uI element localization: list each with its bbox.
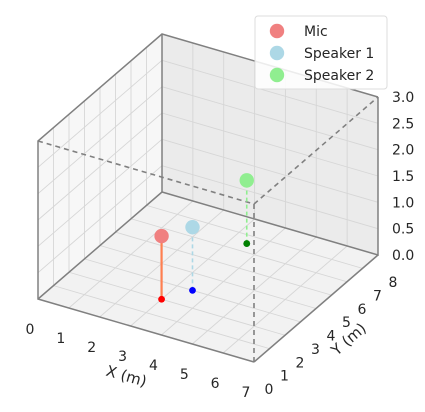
legend-label-2: Speaker 2 (304, 68, 374, 84)
grid-line (37, 138, 163, 247)
frame-edge (37, 97, 379, 300)
grid-line (161, 112, 379, 177)
y-tick-label: 2 (296, 355, 305, 371)
x-tick-label: 6 (211, 376, 220, 392)
grid-line (130, 218, 348, 283)
x-tick-label: 5 (180, 367, 189, 383)
base-point-2 (243, 240, 251, 247)
grid-line (37, 112, 163, 221)
legend-marker-2 (269, 67, 285, 83)
z-tick-label: 1.5 (392, 169, 414, 185)
x-tick-label: 4 (149, 358, 158, 374)
legend-label-1: Speaker 1 (304, 46, 374, 62)
legend-marker-0 (269, 23, 285, 39)
y-tick-label: 3 (311, 342, 320, 358)
legend-marker-1 (269, 45, 285, 61)
base-point-1 (189, 286, 196, 294)
grid-line (68, 271, 286, 336)
grid-line (146, 204, 363, 269)
base-point-0 (158, 295, 165, 303)
legend: Mic Speaker 1 Speaker 2 (254, 15, 388, 90)
z-tick-label: 2.0 (392, 143, 414, 159)
y-tick-label: 4 (327, 329, 336, 345)
grid-line (53, 285, 270, 350)
x-tick-label: 0 (26, 322, 35, 338)
y-tick-label: 5 (342, 315, 351, 331)
data-point-0 (154, 228, 169, 244)
data-point-1 (185, 219, 200, 235)
grid-line (115, 231, 332, 296)
x-tick-label: 1 (56, 331, 65, 347)
grid-line (161, 165, 379, 230)
grid-line (37, 86, 163, 195)
room-edge (253, 96, 379, 205)
grid-line (161, 59, 379, 124)
data-point-2 (239, 173, 254, 188)
grid-line (99, 245, 317, 309)
z-tick-label: 1.0 (392, 195, 414, 211)
room-edge (37, 140, 255, 205)
x-axis-label: X (m) (104, 362, 149, 391)
room-outline (37, 96, 379, 362)
y-tick-label: 6 (358, 302, 367, 318)
grid-line (161, 138, 379, 203)
grid-line (161, 86, 379, 151)
frame-edge (253, 254, 379, 363)
y-tick-label: 8 (389, 275, 398, 291)
legend-box (254, 15, 388, 90)
z-tick-label: 0.5 (392, 222, 414, 238)
y-tick-label: 1 (280, 369, 289, 385)
z-tick-label: 0.0 (392, 248, 414, 264)
x-tick-label: 3 (118, 349, 127, 365)
x-tick-label: 7 (242, 385, 251, 401)
grid-line (37, 59, 163, 168)
y-tick-label: 0 (265, 382, 274, 398)
x-tick-label: 2 (87, 340, 96, 356)
y-tick-label: 7 (373, 288, 382, 304)
legend-label-0: Mic (304, 24, 328, 40)
grid-line (37, 165, 163, 274)
stems (154, 173, 254, 303)
z-tick-label: 3.0 (392, 90, 414, 106)
z-tick-label: 2.5 (392, 116, 414, 132)
